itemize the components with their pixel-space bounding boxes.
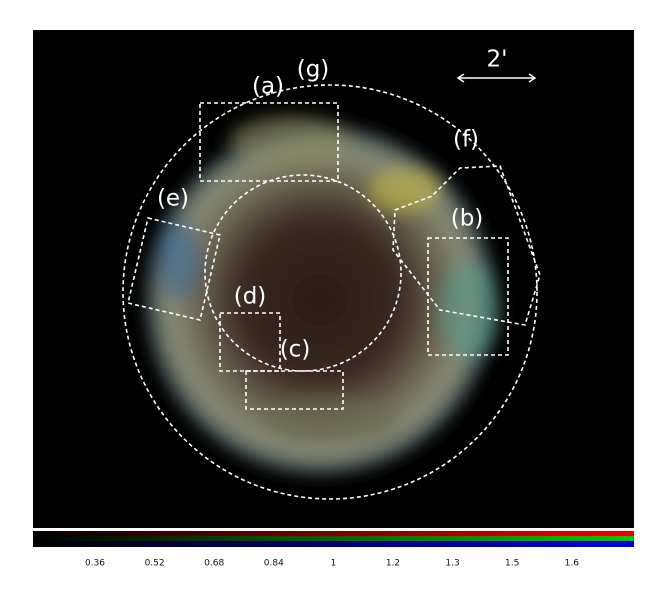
label-e: (e) <box>157 186 189 212</box>
region-a <box>199 102 339 182</box>
region-g <box>122 84 538 500</box>
inner-circle <box>204 174 402 372</box>
colorbar-tick-label: 1.6 <box>565 559 580 569</box>
region-d <box>219 312 281 372</box>
label-d: (d) <box>234 284 267 310</box>
label-g: (g) <box>297 57 330 83</box>
colorbar <box>33 528 634 547</box>
colorbar-tick-label: 0.84 <box>264 559 284 569</box>
label-c: (c) <box>280 337 311 363</box>
colorbar-tick-label: 0.68 <box>204 559 224 569</box>
label-b: (b) <box>451 206 484 232</box>
scale-arrow <box>456 73 537 83</box>
label-a: (a) <box>252 74 284 100</box>
colorbar-tick-label: 1.5 <box>505 559 519 569</box>
region-f <box>392 165 541 326</box>
colorbar-ticks: 0.36 0.52 0.68 0.84 1 1.2 1.3 1.5 1.6 <box>85 559 579 569</box>
label-f: (f) <box>453 127 479 153</box>
region-e <box>127 217 221 321</box>
region-c <box>245 370 344 410</box>
colorbar-tick-label: 1.2 <box>386 559 400 569</box>
regions <box>122 84 541 500</box>
nebula <box>142 115 500 478</box>
colorbar-tick-label: 1.3 <box>445 559 459 569</box>
colorbar-tick-label: 1 <box>331 559 337 569</box>
colorbar-tick-label: 0.36 <box>85 559 105 569</box>
colorbar-tick-label: 0.52 <box>145 559 165 569</box>
scale-label: 2' <box>487 47 508 73</box>
